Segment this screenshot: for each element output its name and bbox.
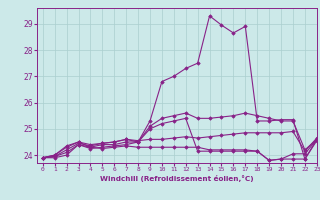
X-axis label: Windchill (Refroidissement éolien,°C): Windchill (Refroidissement éolien,°C) <box>100 175 254 182</box>
